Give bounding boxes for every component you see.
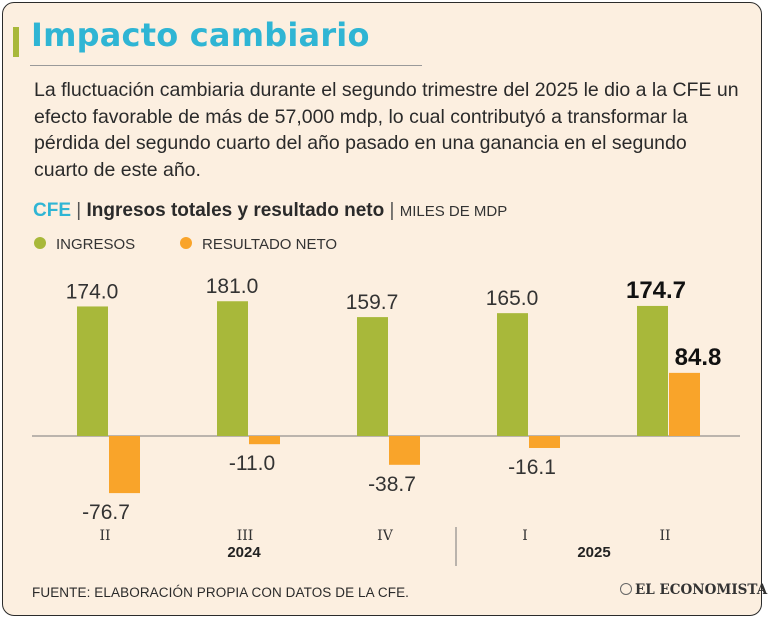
label-ingresos-0: 174.0	[66, 280, 119, 303]
label-ingresos-3: 165.0	[486, 287, 539, 310]
bar-ingresos-1	[217, 301, 248, 436]
bar-resultado-1	[249, 436, 280, 445]
label-resultado-0: -76.7	[82, 501, 130, 524]
bar-resultado-0	[109, 436, 140, 494]
logo-text: EL ECONOMISTA	[635, 582, 768, 598]
chart-title: CFE | Ingresos totales y resultado neto …	[33, 200, 507, 222]
group-label-2025: 2025	[577, 544, 610, 561]
chart-unit-separator: |	[389, 200, 395, 221]
label-ingresos-4: 174.7	[626, 277, 686, 304]
legend-item-resultado: RESULTADO NETO	[180, 236, 337, 253]
legend-label-resultado: RESULTADO NETO	[202, 236, 338, 253]
chart-brand: CFE	[33, 200, 71, 221]
bar-resultado-3	[529, 436, 560, 448]
description-text: La fluctuación cambiaria durante el segu…	[34, 79, 739, 181]
publisher-logo: EL ECONOMISTA	[620, 582, 767, 598]
globe-icon	[620, 582, 632, 595]
infographic-card	[2, 2, 762, 616]
label-resultado-1: -11.0	[229, 452, 275, 475]
bar-ingresos-4	[637, 305, 668, 436]
chart-unit: MILES DE MDP	[399, 203, 508, 220]
chart-title-separator: |	[76, 200, 82, 221]
bar-resultado-2	[389, 436, 420, 465]
title-accent-bar	[13, 27, 19, 57]
category-label-2: IV	[377, 528, 394, 544]
category-label-0: II	[99, 528, 110, 544]
page-title: Impacto cambiario	[31, 16, 370, 54]
label-ingresos-2: 159.7	[346, 291, 399, 314]
legend-label-ingresos: INGRESOS	[56, 236, 136, 253]
label-ingresos-1: 181.0	[206, 275, 259, 298]
category-label-3: I	[522, 528, 528, 544]
category-label-4: II	[659, 528, 670, 544]
category-label-1: III	[237, 528, 254, 544]
source-note: FUENTE: ELABORACIÓN PROPIA CON DATOS DE …	[32, 585, 410, 600]
group-label-2024: 2024	[227, 544, 261, 561]
legend-item-ingresos: INGRESOS	[34, 236, 135, 253]
bar-ingresos-2	[357, 317, 388, 436]
title-divider	[30, 65, 422, 66]
bar-ingresos-0	[77, 306, 108, 436]
chart-main-title: Ingresos totales y resultado neto	[86, 200, 385, 221]
legend-dot-ingresos	[34, 237, 46, 250]
label-resultado-3: -16.1	[508, 456, 556, 479]
label-resultado-2: -38.7	[368, 473, 416, 496]
legend-dot-resultado	[180, 237, 192, 250]
bar-ingresos-3	[497, 313, 528, 436]
label-resultado-4: 84.8	[675, 344, 722, 371]
bar-resultado-4	[669, 372, 700, 436]
